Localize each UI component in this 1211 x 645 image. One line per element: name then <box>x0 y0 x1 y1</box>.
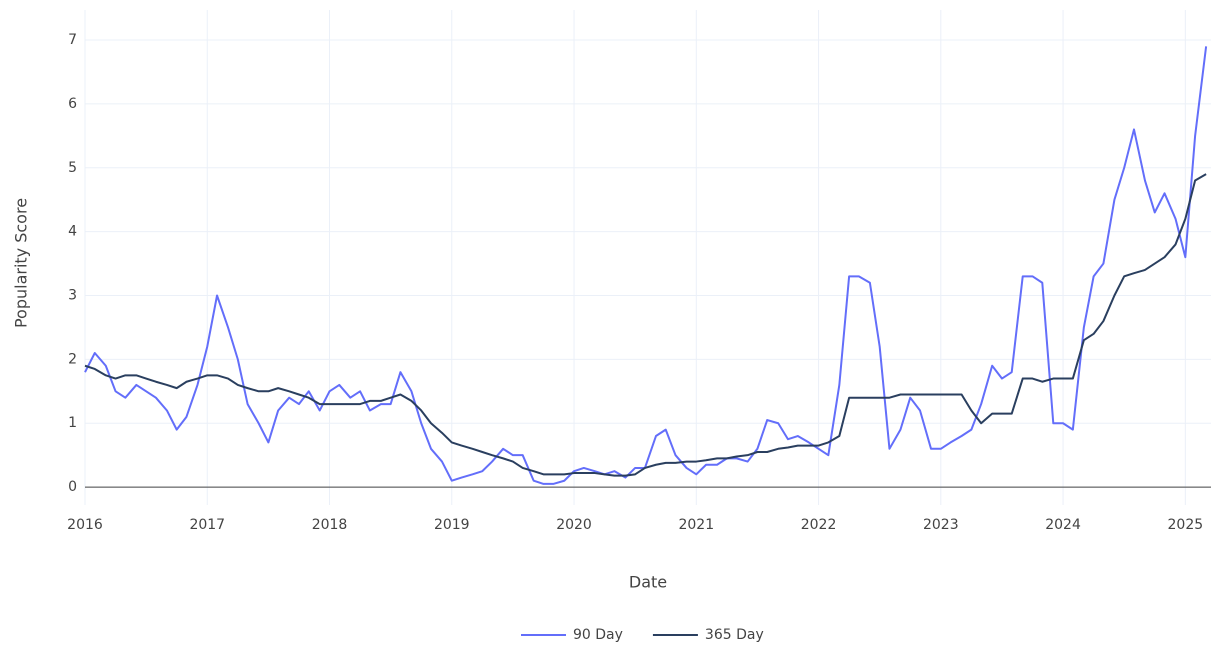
line-series <box>84 173 1207 477</box>
x-tick-label: 2018 <box>312 517 348 533</box>
x-tick-label: 2021 <box>678 517 714 533</box>
x-axis-title: Date <box>629 573 667 592</box>
y-tick-label: 7 <box>68 32 77 48</box>
y-tick-label: 3 <box>68 288 77 304</box>
x-tick-label: 2020 <box>556 517 592 533</box>
x-tick-label: 2017 <box>189 517 225 533</box>
x-tick-label: 2016 <box>67 517 103 533</box>
y-tick-label: 5 <box>68 160 77 176</box>
y-tick-label: 4 <box>68 224 77 240</box>
x-tick-label: 2023 <box>923 517 959 533</box>
y-tick-label: 0 <box>68 479 77 495</box>
x-tick-label: 2019 <box>434 517 470 533</box>
x-tick-label: 2025 <box>1168 517 1204 533</box>
y-tick-label: 1 <box>68 415 77 431</box>
y-tick-label: 6 <box>68 96 77 112</box>
x-tick-label: 2022 <box>801 517 837 533</box>
line-series <box>84 46 1208 485</box>
y-axis-title: Popularity Score <box>12 198 31 328</box>
legend-label: 365 Day <box>705 627 764 643</box>
legend-label: 90 Day <box>573 627 623 643</box>
x-tick-label: 2024 <box>1045 517 1081 533</box>
y-tick-label: 2 <box>68 351 77 367</box>
